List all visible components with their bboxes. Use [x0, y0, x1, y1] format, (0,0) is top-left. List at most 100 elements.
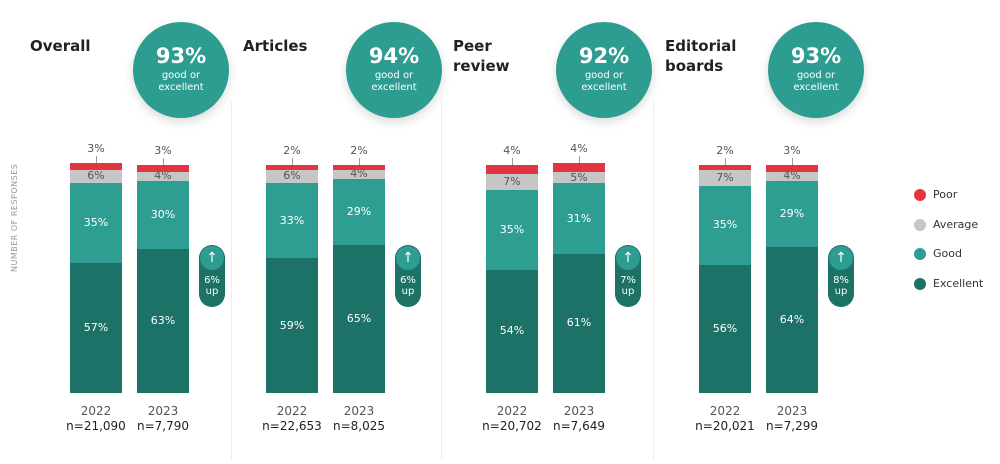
value-label: 2% [716, 144, 734, 157]
bar-segment [70, 162, 122, 170]
value-label: 2% [350, 144, 368, 157]
value-label: 31% [566, 211, 592, 225]
value-label: 65% [346, 311, 372, 325]
bar-segment [486, 174, 538, 191]
value-label: 56% [712, 322, 738, 336]
bar-segment [699, 185, 751, 266]
bar-segment [137, 171, 189, 181]
category-label: 2023 [776, 404, 808, 418]
headline-value: 93% [790, 44, 842, 68]
value-label: 2% [283, 144, 301, 157]
label-tick [725, 158, 726, 165]
bar-segment [333, 165, 385, 170]
headline-value: 92% [578, 44, 630, 68]
value-label: 33% [279, 213, 305, 227]
legend-marker [914, 277, 926, 290]
legend-label: Poor [933, 188, 958, 201]
value-label: 64% [779, 313, 805, 327]
legend-marker [914, 218, 926, 231]
bar-segment [553, 171, 605, 184]
value-label: 5% [570, 170, 588, 184]
label-tick [579, 155, 580, 163]
value-label: 30% [150, 208, 176, 222]
change-label: 8% up [833, 275, 849, 297]
value-label: 4% [154, 169, 172, 183]
value-label: 4% [570, 141, 588, 155]
value-label: 6% [87, 169, 105, 183]
value-label: 35% [83, 216, 109, 230]
up-arrow: ↑ [396, 246, 420, 270]
headline-caption: good or excellent [371, 70, 417, 93]
label-tick [792, 158, 793, 165]
bar-segment [699, 265, 751, 393]
headline-badge: 92% good or excellent [556, 22, 652, 118]
value-label: 7% [503, 175, 521, 189]
legend-label: Excellent [933, 276, 984, 290]
separator [441, 100, 442, 460]
headline-caption: good or excellent [158, 70, 204, 93]
category-label: 2023 [343, 404, 375, 418]
legend-marker [914, 248, 926, 260]
bar-segment [766, 171, 818, 181]
label-tick [96, 155, 97, 163]
value-label: 57% [83, 321, 109, 335]
bar-segment [333, 178, 385, 245]
value-label: 35% [712, 218, 738, 232]
label-tick [292, 158, 293, 165]
bar-segment [137, 180, 189, 250]
category-label: 2023 [147, 404, 179, 418]
legend-label: Average [933, 217, 979, 231]
panel-title: Articles [243, 37, 308, 55]
change-badge: ↑ 7% up [615, 245, 641, 307]
category-label: 2022 [80, 404, 112, 418]
change-label: 7% up [620, 275, 636, 297]
panel-title: Editorial boards [665, 37, 737, 75]
sample-size: n=7,299 [765, 419, 818, 433]
up-arrow: ↑ [200, 246, 224, 270]
category-label: 2023 [563, 404, 595, 418]
bar-segment [699, 169, 751, 186]
category-label: 2022 [496, 404, 528, 418]
y-axis-label: NUMBER OF RESPONSES [10, 163, 19, 272]
change-badge: ↑ 8% up [828, 245, 854, 307]
sample-size: n=8,025 [332, 419, 385, 433]
label-tick [512, 158, 513, 165]
bar-segment [766, 165, 818, 172]
headline-badge: 93% good or excellent [768, 22, 864, 118]
up-arrow: ↑ [616, 246, 640, 270]
sample-size: n=20,021 [695, 419, 755, 433]
change-label: 6% up [204, 275, 220, 297]
label-tick [359, 158, 360, 165]
bar-segment [70, 263, 122, 393]
value-label: 3% [154, 144, 172, 157]
bar-segment [553, 253, 605, 393]
change-badge: ↑ 6% up [199, 245, 225, 307]
value-label: 29% [346, 204, 372, 218]
separator [231, 100, 232, 460]
separator [653, 100, 654, 460]
legend-label: Good [933, 247, 962, 260]
sample-size: n=7,649 [552, 419, 605, 433]
headline-value: 94% [368, 44, 420, 68]
panel-title: Peer review [453, 37, 510, 75]
category-label: 2022 [276, 404, 308, 418]
bar-segment [486, 165, 538, 175]
sample-size: n=20,702 [482, 419, 542, 433]
bar-segment [553, 183, 605, 254]
value-label: 59% [279, 318, 305, 332]
bar-segment [699, 165, 751, 170]
value-label: 35% [499, 222, 525, 236]
bar-segment [266, 165, 318, 170]
value-label: 54% [499, 324, 525, 338]
value-label: 3% [783, 144, 801, 157]
headline-badge: 94% good or excellent [346, 22, 442, 118]
bar-segment [266, 258, 318, 393]
value-label: 4% [783, 169, 801, 183]
sample-size: n=21,090 [66, 419, 126, 433]
value-label: 4% [503, 144, 521, 157]
sample-size: n=7,790 [136, 419, 189, 433]
value-label: 61% [566, 316, 592, 330]
legend-marker [914, 189, 926, 201]
bar-segment [137, 165, 189, 172]
category-label: 2022 [709, 404, 741, 418]
